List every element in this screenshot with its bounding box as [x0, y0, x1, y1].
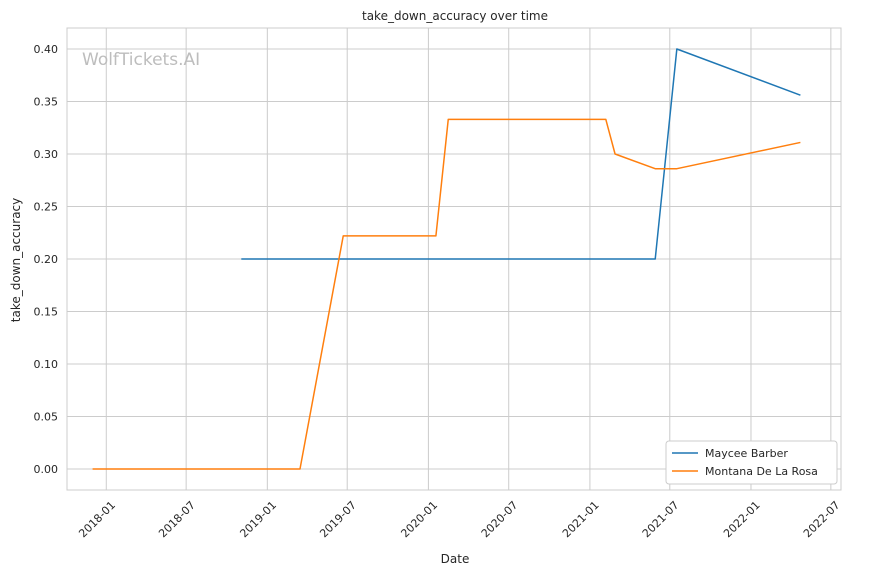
- y-axis-label: take_down_accuracy: [9, 198, 23, 322]
- watermark: WolfTickets.AI: [82, 50, 200, 70]
- legend-box: [665, 440, 838, 485]
- y-tick-labels: 0.00 0.05 0.10 0.15 0.20 0.25 0.30 0.35 0.40: [34, 43, 59, 476]
- y-tick-label: 0.35: [34, 96, 59, 109]
- series-group: [92, 48, 801, 470]
- legend: Maycee Barber Montana De La Rosa: [665, 440, 838, 485]
- y-tick-label: 0.30: [34, 148, 59, 161]
- y-tick-label: 0.20: [34, 253, 59, 266]
- x-axis-label: Date: [441, 552, 470, 566]
- legend-label-maycee-barber: Maycee Barber: [705, 447, 788, 460]
- y-tick-label: 0.25: [34, 201, 59, 214]
- chart-title: take_down_accuracy over time: [362, 9, 548, 23]
- y-tick-label: 0.15: [34, 306, 59, 319]
- series-line-maycee-barber: [241, 48, 801, 260]
- series-line-montana-de-la-rosa: [92, 118, 801, 470]
- y-tick-label: 0.10: [34, 358, 59, 371]
- y-tick-label: 0.40: [34, 43, 59, 56]
- y-tick-label: 0.05: [34, 411, 59, 424]
- legend-label-montana-de-la-rosa: Montana De La Rosa: [705, 465, 818, 478]
- plot-frame: [66, 27, 842, 491]
- y-tick-label: 0.00: [34, 463, 59, 476]
